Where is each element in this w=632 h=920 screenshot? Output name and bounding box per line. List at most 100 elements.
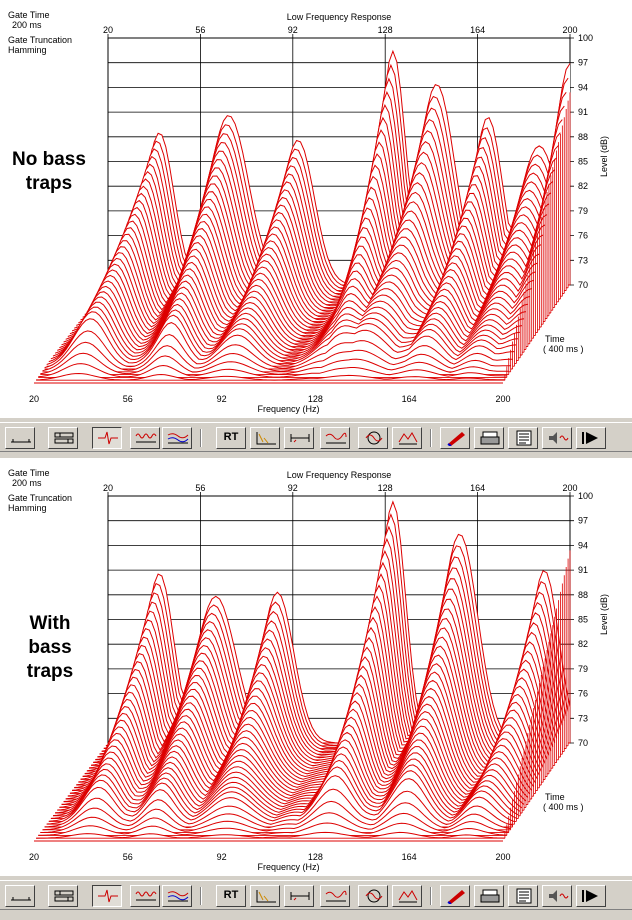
- info-gate-time-value: 200 ms: [12, 478, 42, 488]
- multi-curve-button[interactable]: [162, 427, 192, 449]
- waterfall-slice-curve: [63, 716, 531, 802]
- waterfall-slice-curve: [67, 261, 534, 338]
- x-tick-label-bottom: 56: [123, 852, 133, 862]
- waterfall-slice-curve: [57, 739, 525, 811]
- chart-panel-no-traps: 100 97 94 91 88 85 82 79 76 73 70 20 56 92 128 164 200 Lo…: [0, 0, 632, 422]
- impulse-button[interactable]: [92, 885, 122, 907]
- x-tick-label-bottom: 200: [495, 394, 510, 404]
- y-tick-label: 70: [578, 280, 588, 290]
- x-tick-label-top: 128: [378, 25, 393, 35]
- x-axis-label: Frequency (Hz): [257, 404, 319, 414]
- info-gate-truncation: Gate Truncation: [8, 35, 73, 45]
- y-tick-label: 82: [578, 639, 588, 649]
- slider-button[interactable]: [48, 885, 78, 907]
- overlay-line: bass: [28, 637, 72, 658]
- waterfall-slice-curve: [74, 236, 540, 329]
- waterfall-slice-curve: [54, 296, 523, 355]
- y-tick-label: 94: [578, 82, 588, 92]
- waterfall-slice-curve: [80, 207, 546, 321]
- x-tick-label-top: 164: [470, 25, 485, 35]
- gate-button[interactable]: [284, 885, 314, 907]
- waterfall-slice-curve: [105, 63, 569, 288]
- waterfall-slice-curve: [88, 164, 554, 310]
- waterfall-slice-curve: [55, 746, 523, 814]
- frequency-button[interactable]: [358, 885, 388, 907]
- waterfall-slice-curve: [90, 153, 556, 307]
- play-button[interactable]: [576, 427, 606, 449]
- multi-curve-button[interactable]: [162, 885, 192, 907]
- waterfall-slice-curve: [82, 197, 548, 318]
- waterfall-slice-curve: [86, 175, 552, 313]
- info-gate-time-value: 200 ms: [12, 20, 42, 30]
- burst-button[interactable]: [130, 427, 160, 449]
- x-tick-label-top: 20: [103, 483, 113, 493]
- toolbar-separator: [200, 887, 202, 905]
- speaker-button[interactable]: [542, 885, 572, 907]
- slider-button[interactable]: [48, 427, 78, 449]
- response-button[interactable]: [320, 427, 350, 449]
- waterfall-button[interactable]: [392, 885, 422, 907]
- x-tick-label-top: 56: [195, 25, 205, 35]
- waterfall-slice-curve: [46, 775, 515, 825]
- waterfall-slice-curve: [48, 311, 517, 363]
- speaker-button[interactable]: [542, 427, 572, 449]
- frequency-button[interactable]: [358, 427, 388, 449]
- toolbar-top: RT: [0, 422, 632, 452]
- y-tick-label: 91: [578, 565, 588, 575]
- overlay-label-no-traps: No bass traps: [2, 148, 96, 196]
- waterfall-slice-curve: [86, 616, 552, 772]
- chart-panel-with-traps: 100 97 94 91 88 85 82 79 76 73 70 20 56 92 128 164 200 Lo…: [0, 458, 632, 880]
- gate-button[interactable]: [284, 427, 314, 449]
- x-tick-label-bottom: 128: [308, 852, 323, 862]
- impulse-button[interactable]: [92, 427, 122, 449]
- slice-fill: [36, 373, 505, 381]
- z-axis-label: Time: [545, 334, 565, 344]
- rt-button[interactable]: RT: [216, 427, 246, 449]
- waterfall-slice-curve: [84, 186, 550, 315]
- decay-button[interactable]: [250, 885, 280, 907]
- waterfall-slice-curve: [65, 268, 532, 340]
- notes-button[interactable]: [508, 427, 538, 449]
- y-tick-label: 88: [578, 590, 588, 600]
- waterfall-slice-curve: [107, 49, 571, 286]
- response-button[interactable]: [320, 885, 350, 907]
- y-tick-label: 76: [578, 689, 588, 699]
- print-button[interactable]: [474, 885, 504, 907]
- chart-title: Low Frequency Response: [287, 12, 392, 22]
- waterfall-slice-curve: [44, 788, 513, 828]
- x-tick-label-top: 128: [378, 483, 393, 493]
- waterfall-button[interactable]: [392, 427, 422, 449]
- color-pen-button[interactable]: [440, 885, 470, 907]
- waterfall-slice-curve: [78, 217, 544, 324]
- baseline-button[interactable]: [5, 427, 35, 449]
- play-button[interactable]: [576, 885, 606, 907]
- waterfall-chart-no-traps: 100 97 94 91 88 85 82 79 76 73 70 20 56 92 128 164 200 Lo…: [0, 0, 632, 422]
- y-tick-label: 100: [578, 33, 593, 43]
- waterfall-slice-curve: [59, 285, 527, 349]
- z-range-label: ( 400 ms ): [543, 802, 584, 812]
- x-tick-label-top: 56: [195, 483, 205, 493]
- overlay-line: traps: [26, 661, 74, 682]
- rt-label: RT: [223, 431, 239, 443]
- notes-button[interactable]: [508, 885, 538, 907]
- waterfall-slice-curve: [69, 254, 536, 335]
- overlay-label-with-traps: With bass traps: [4, 612, 96, 684]
- y-tick-label: 79: [578, 664, 588, 674]
- baseline-button[interactable]: [5, 885, 35, 907]
- decay-button[interactable]: [250, 427, 280, 449]
- color-pen-button[interactable]: [440, 427, 470, 449]
- rt-button[interactable]: RT: [216, 885, 246, 907]
- info-gate-truncation: Gate Truncation: [8, 493, 73, 503]
- x-tick-label-bottom: 20: [29, 852, 39, 862]
- waterfall-slice-curve: [97, 116, 561, 299]
- x-tick-label-bottom: 92: [217, 394, 227, 404]
- waterfall-slice-curve: [61, 724, 529, 805]
- y-tick-label: 73: [578, 255, 588, 265]
- waterfall-slice-curve: [99, 104, 563, 296]
- burst-button[interactable]: [130, 885, 160, 907]
- slice-fill: [38, 823, 507, 836]
- x-tick-label-bottom: 92: [217, 852, 227, 862]
- print-button[interactable]: [474, 427, 504, 449]
- info-gate-time: Gate Time: [8, 10, 50, 20]
- toolbar-separator: [200, 429, 202, 447]
